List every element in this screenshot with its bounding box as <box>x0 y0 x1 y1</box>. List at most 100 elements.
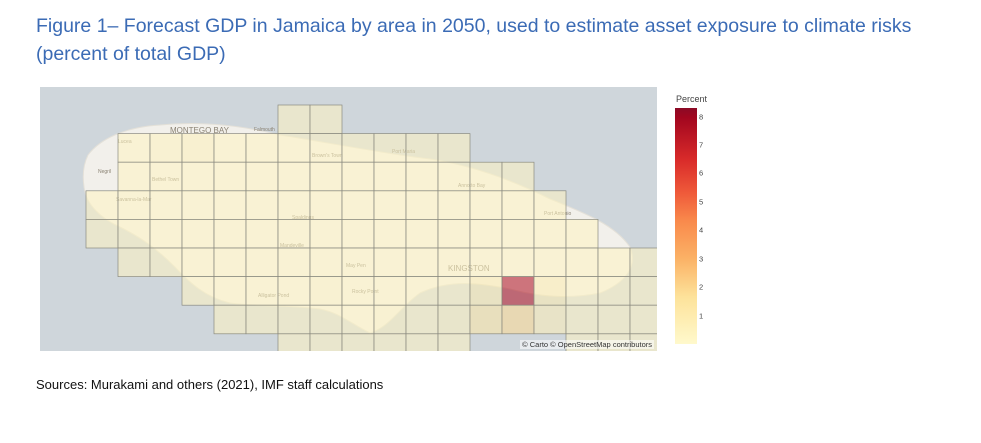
heatmap-cell[interactable]: 0.3 <box>405 133 439 163</box>
heatmap-cell[interactable]: 0.3 <box>213 276 247 306</box>
heatmap-cell[interactable]: 0.3 <box>309 133 343 163</box>
heatmap-cell[interactable]: 0.3 <box>469 161 503 192</box>
heatmap-cell[interactable]: 0.3 <box>341 161 375 192</box>
map-canvas[interactable]: MONTEGO BAYLuceaFalmouthBrown's TownPort… <box>40 87 657 351</box>
heatmap-cell[interactable]: 0.3 <box>181 161 215 192</box>
heatmap-cell[interactable]: 0.3 <box>373 190 407 220</box>
heatmap-cell[interactable]: 0.3 <box>565 276 599 306</box>
heatmap-cell[interactable]: 0.3 <box>181 190 215 220</box>
heatmap-cell[interactable]: 0.3 <box>469 219 503 249</box>
heatmap-cell[interactable]: 0.3 <box>277 161 311 192</box>
heatmap-cell[interactable]: 0.3 <box>213 247 247 277</box>
heatmap-cell[interactable]: 0.3 <box>309 104 343 134</box>
heatmap-cell[interactable]: 0.3 <box>597 247 631 277</box>
heatmap-cell[interactable]: 0.3 <box>501 190 535 220</box>
heatmap-cell[interactable]: 0.3 <box>245 247 279 277</box>
heatmap-cell[interactable]: 0.3 <box>149 190 183 220</box>
heatmap-cell[interactable]: 0.3 <box>309 161 343 192</box>
heatmap-cell[interactable]: 0.3 <box>533 219 567 249</box>
heatmap-cell[interactable]: 0.3 <box>213 161 247 192</box>
heatmap-cell[interactable]: 0.3 <box>213 304 247 335</box>
heatmap-cell[interactable]: 0.3 <box>213 133 247 163</box>
heatmap-cell[interactable]: 0.3 <box>245 304 279 335</box>
heatmap-cell[interactable]: 0.3 <box>341 219 375 249</box>
heatmap-cell[interactable]: 0.3 <box>85 190 119 220</box>
heatmap-cell[interactable]: 0.3 <box>181 247 215 277</box>
heatmap-cell[interactable]: 0.3 <box>405 276 439 306</box>
heatmap-cell[interactable]: 0.3 <box>149 161 183 192</box>
heatmap-cell[interactable]: 0.3 <box>437 190 471 220</box>
heatmap-cell[interactable]: 0.3 <box>341 190 375 220</box>
heatmap-cell[interactable]: 0.3 <box>245 219 279 249</box>
heatmap-cell[interactable]: 0.3 <box>629 276 657 306</box>
heatmap-cell[interactable]: 0.3 <box>469 190 503 220</box>
heatmap-cell[interactable]: 0.3 <box>501 219 535 249</box>
heatmap-cell[interactable]: 0.3 <box>309 304 343 335</box>
heatmap-cell[interactable]: 0.3 <box>341 333 375 351</box>
heatmap-cell[interactable]: 0.3 <box>405 190 439 220</box>
heatmap-cell[interactable]: 0.3 <box>277 247 311 277</box>
heatmap-cell[interactable]: 0.8 <box>533 276 567 306</box>
heatmap-cell[interactable]: 0.4 <box>309 276 343 306</box>
heatmap-cell[interactable]: 0.3 <box>277 104 311 134</box>
heatmap-cell[interactable]: 0.4 <box>437 304 471 335</box>
heatmap-cell[interactable]: 0.3 <box>533 247 567 277</box>
heatmap-cell[interactable]: 0.3 <box>117 247 151 277</box>
heatmap-cell[interactable]: 0.3 <box>277 276 311 306</box>
heatmap-cell[interactable]: 0.3 <box>405 304 439 335</box>
heatmap-cell[interactable]: 0.3 <box>149 219 183 249</box>
heatmap-cell[interactable]: 0.3 <box>277 190 311 220</box>
heatmap-grid[interactable]: 0.30.30.30.40.50.30.30.30.30.30.30.30.30… <box>85 104 657 351</box>
heatmap-cell[interactable]: 0.3 <box>405 161 439 192</box>
heatmap-cell[interactable]: 0.6 <box>533 304 567 335</box>
heatmap-cell[interactable]: 0.3 <box>245 276 279 306</box>
heatmap-cell[interactable]: 0.3 <box>501 161 535 192</box>
heatmap-cell[interactable]: 0.3 <box>341 247 375 277</box>
heatmap-cell[interactable]: 0.3 <box>437 219 471 249</box>
heatmap-cell[interactable]: 0.3 <box>565 219 599 249</box>
heatmap-cell[interactable]: 0.3 <box>437 133 471 163</box>
heatmap-cell[interactable]: 0.3 <box>373 276 407 306</box>
heatmap-cell[interactable]: 0.3 <box>437 333 471 351</box>
heatmap-cell[interactable]: 0.3 <box>117 133 151 163</box>
heatmap-cell[interactable]: 0.3 <box>565 247 599 277</box>
heatmap-cell[interactable]: 0.3 <box>245 133 279 163</box>
heatmap-cell[interactable]: 0.3 <box>373 133 407 163</box>
heatmap-cell[interactable]: 0.3 <box>373 161 407 192</box>
heatmap-cell[interactable]: 0.3 <box>245 190 279 220</box>
heatmap-cell[interactable]: 0.3 <box>117 161 151 192</box>
heatmap-cell[interactable]: 0.4 <box>149 133 183 163</box>
heatmap-cell[interactable]: 0.3 <box>533 190 567 220</box>
heatmap-cell[interactable]: 0.8 <box>469 276 503 306</box>
heatmap-cell[interactable]: 1.1 <box>469 304 503 335</box>
heatmap-cell[interactable]: 0.3 <box>245 161 279 192</box>
heatmap-cell[interactable]: 0.3 <box>309 333 343 351</box>
heatmap-cell[interactable]: 0.3 <box>277 304 311 335</box>
heatmap-cell[interactable]: 0.3 <box>405 247 439 277</box>
heatmap-cell[interactable]: 8 <box>501 276 535 306</box>
heatmap-cell[interactable]: 0.3 <box>85 219 119 249</box>
heatmap-cell[interactable]: 0.3 <box>213 219 247 249</box>
heatmap-cell[interactable]: 0.3 <box>309 219 343 249</box>
heatmap-cell[interactable]: 0.3 <box>597 276 631 306</box>
heatmap-cell[interactable]: 0.3 <box>149 247 183 277</box>
heatmap-cell[interactable]: 0.3 <box>629 247 657 277</box>
heatmap-cell[interactable]: 0.3 <box>437 247 471 277</box>
heatmap-cell[interactable]: 0.3 <box>469 247 503 277</box>
heatmap-cell[interactable]: 0.3 <box>309 190 343 220</box>
map[interactable]: MONTEGO BAYLuceaFalmouthBrown's TownPort… <box>40 87 657 351</box>
heatmap-cell[interactable]: 0.5 <box>181 133 215 163</box>
heatmap-cell[interactable]: 0.3 <box>181 219 215 249</box>
heatmap-cell[interactable]: 0.3 <box>629 304 657 335</box>
heatmap-cell[interactable]: 0.3 <box>117 219 151 249</box>
heatmap-cell[interactable]: 0.3 <box>373 247 407 277</box>
heatmap-cell[interactable]: 0.3 <box>117 190 151 220</box>
heatmap-cell[interactable]: 0.3 <box>341 133 375 163</box>
heatmap-cell[interactable]: 0.3 <box>501 247 535 277</box>
heatmap-cell[interactable]: 0.3 <box>181 276 215 306</box>
map-attribution[interactable]: © Carto © OpenStreetMap contributors <box>520 340 654 349</box>
heatmap-cell[interactable]: 0.3 <box>565 304 599 335</box>
heatmap-cell[interactable]: 0.3 <box>597 304 631 335</box>
heatmap-cell[interactable]: 0.4 <box>373 304 407 335</box>
heatmap-cell[interactable]: 0.3 <box>213 190 247 220</box>
